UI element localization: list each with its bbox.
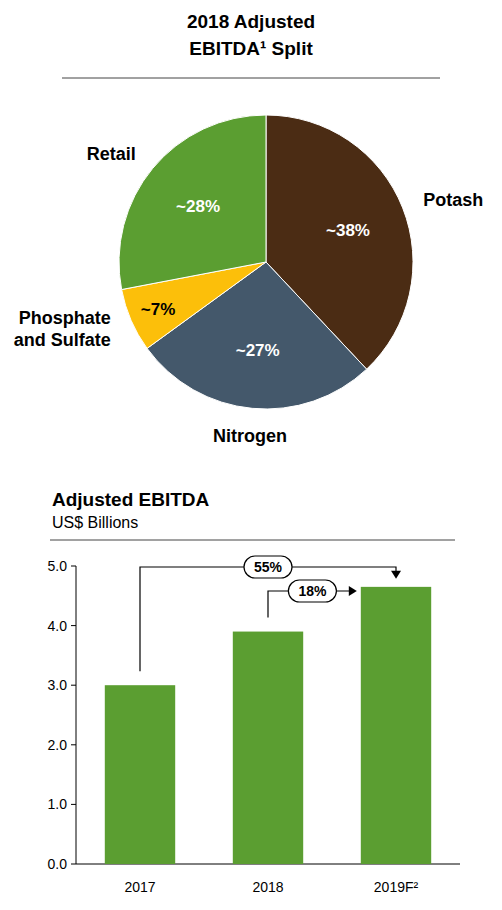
annotation-arrow xyxy=(140,567,396,671)
y-tick-label: 0.0 xyxy=(48,856,68,872)
chart-canvas: 2018 Adjusted EBITDA¹ Split ~38% Potash ~27%… xyxy=(0,0,502,910)
y-tick xyxy=(71,804,76,805)
y-tick-label: 3.0 xyxy=(48,677,68,693)
y-tick-label: 4.0 xyxy=(48,618,68,634)
slice-category-label: Nitrogen xyxy=(213,426,287,446)
y-tick xyxy=(71,685,76,686)
slice-value-label: ~27% xyxy=(236,341,280,360)
slice-category-label: Phosphateand Sulfate xyxy=(14,308,111,350)
x-tick-label: 2017 xyxy=(124,879,155,895)
pie-slices xyxy=(119,115,413,409)
label-line: and Sulfate xyxy=(14,330,111,350)
bar xyxy=(105,685,175,864)
title-line: 2018 Adjusted xyxy=(187,11,315,32)
slice-value-label: ~38% xyxy=(326,221,370,240)
annotation-box xyxy=(288,580,336,602)
annotation-arrowhead xyxy=(391,571,401,579)
y-tick xyxy=(71,625,76,626)
y-tick xyxy=(71,566,76,567)
bar xyxy=(361,587,431,864)
bar-subtitle: US$ Billions xyxy=(52,514,138,531)
bar-title: Adjusted EBITDA xyxy=(52,489,210,510)
annotation-arrowhead xyxy=(349,586,357,596)
title-rule xyxy=(62,78,440,79)
annotation-label: 18% xyxy=(298,583,327,599)
slice-value-label: ~28% xyxy=(176,197,220,216)
x-tick-label: 2018 xyxy=(252,879,283,895)
pie-title: 2018 Adjusted EBITDA¹ Split xyxy=(187,11,315,59)
y-tick xyxy=(71,864,76,865)
title-line: EBITDA¹ Split xyxy=(189,38,313,59)
label-line: Nitrogen xyxy=(213,426,287,446)
slice-value-label: ~7% xyxy=(141,300,176,319)
title-rule xyxy=(50,540,455,541)
y-tick-label: 2.0 xyxy=(48,737,68,753)
y-tick xyxy=(71,744,76,745)
bar xyxy=(233,632,303,864)
label-line: Retail xyxy=(87,144,136,164)
x-tick-label: 2019F² xyxy=(374,879,419,895)
label-line: Potash xyxy=(423,190,483,210)
y-tick-label: 5.0 xyxy=(48,558,68,574)
annotation-box xyxy=(244,556,292,578)
y-axis-line xyxy=(76,566,77,864)
label-line: Phosphate xyxy=(19,308,111,328)
slice-category-label: Potash xyxy=(423,190,483,210)
bars xyxy=(105,587,431,864)
pie-slice xyxy=(119,115,266,290)
y-tick-label: 1.0 xyxy=(48,796,68,812)
annotation-label: 55% xyxy=(254,559,283,575)
slice-category-label: Retail xyxy=(87,144,136,164)
